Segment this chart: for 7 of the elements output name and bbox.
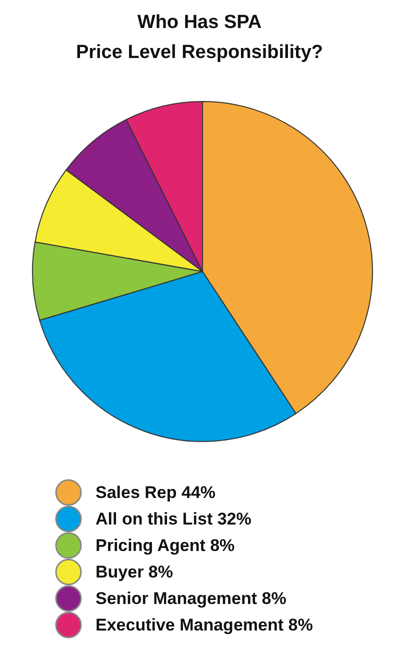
chart-title: Who Has SPA Price Level Responsibility? xyxy=(76,12,324,63)
legend-label: Pricing Agent 8% xyxy=(96,536,235,555)
legend-label: Executive Management 8% xyxy=(96,616,313,634)
legend-label: Sales Rep 44% xyxy=(96,483,216,502)
legend-label: Buyer 8% xyxy=(96,562,173,582)
legend-label: All on this List 32% xyxy=(96,510,252,528)
legend-label: Senior Management 8% xyxy=(96,589,286,608)
